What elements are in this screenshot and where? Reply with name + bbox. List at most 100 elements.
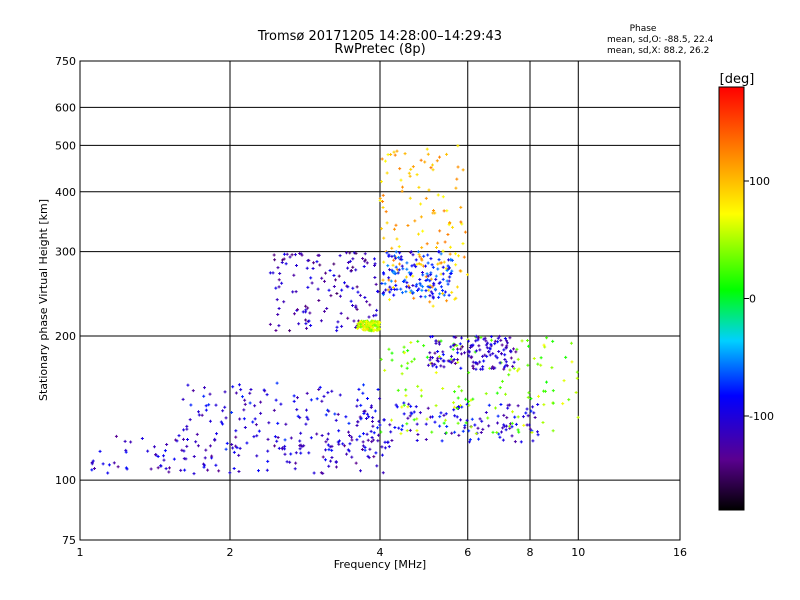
data-point — [275, 381, 279, 385]
data-point — [418, 281, 422, 285]
data-point — [221, 422, 225, 426]
data-point — [388, 268, 392, 272]
data-point — [562, 379, 566, 383]
data-point — [363, 448, 367, 452]
data-point — [409, 250, 413, 254]
data-point — [189, 403, 193, 407]
data-point — [469, 425, 473, 429]
data-point — [436, 359, 440, 363]
data-point — [419, 283, 423, 287]
data-point — [429, 290, 433, 294]
data-point — [154, 453, 158, 457]
data-point — [410, 412, 414, 416]
data-point — [322, 394, 326, 398]
data-point — [289, 436, 293, 440]
data-point — [362, 264, 366, 268]
data-point — [424, 264, 428, 268]
data-point — [528, 427, 532, 431]
data-point — [464, 397, 468, 401]
data-point — [489, 335, 493, 339]
data-point — [514, 350, 518, 354]
data-point — [237, 469, 241, 473]
data-point — [482, 337, 486, 341]
data-point — [503, 358, 507, 362]
data-point — [386, 264, 390, 268]
data-point — [415, 173, 419, 177]
data-point — [513, 415, 517, 419]
data-point — [192, 472, 196, 476]
data-point — [545, 336, 549, 340]
data-point — [458, 342, 462, 346]
colorbar-tick-label: 0 — [749, 293, 756, 306]
data-point — [430, 362, 434, 366]
data-point — [529, 397, 533, 401]
data-point — [306, 417, 310, 421]
data-point — [469, 356, 473, 360]
data-point — [561, 402, 565, 406]
data-point — [439, 285, 443, 289]
data-point — [124, 448, 128, 452]
data-point — [408, 428, 412, 432]
data-point — [498, 435, 502, 439]
data-point — [90, 468, 94, 472]
data-point — [439, 261, 443, 265]
data-point — [456, 254, 460, 258]
data-point — [217, 469, 221, 473]
data-point — [407, 286, 411, 290]
data-point — [428, 351, 432, 355]
data-point — [497, 432, 501, 436]
data-point — [290, 253, 294, 257]
x-axis-label: Frequency [MHz] — [334, 558, 426, 571]
data-point — [489, 342, 493, 346]
data-point — [491, 430, 495, 434]
data-point — [509, 349, 513, 353]
data-point — [498, 386, 502, 390]
data-point — [186, 383, 190, 387]
data-point — [417, 252, 421, 256]
data-point — [383, 159, 387, 163]
data-point — [273, 435, 277, 439]
data-point — [451, 347, 455, 351]
data-point — [567, 398, 571, 402]
data-point — [372, 257, 376, 261]
data-point — [275, 298, 279, 302]
data-point — [465, 402, 469, 406]
data-point — [315, 432, 319, 436]
data-point — [243, 426, 247, 430]
data-point — [433, 351, 437, 355]
data-point — [203, 456, 207, 460]
data-point — [431, 163, 435, 167]
data-point — [385, 171, 389, 175]
data-point — [444, 412, 448, 416]
data-point — [380, 453, 384, 457]
data-point — [372, 314, 376, 318]
data-point — [381, 471, 385, 475]
data-point — [445, 299, 449, 303]
data-point — [419, 202, 423, 206]
data-point — [496, 421, 500, 425]
data-point — [375, 464, 379, 468]
data-point — [310, 281, 314, 285]
data-point — [124, 466, 128, 470]
data-point — [423, 160, 427, 164]
data-point — [340, 324, 344, 328]
data-point — [200, 413, 204, 417]
data-point — [316, 287, 320, 291]
data-point — [363, 296, 367, 300]
data-point — [443, 418, 447, 422]
data-point — [329, 459, 333, 463]
data-point — [372, 328, 376, 332]
data-point — [405, 281, 409, 285]
data-point — [428, 358, 432, 362]
data-point — [156, 454, 160, 458]
data-point — [526, 395, 530, 399]
data-point — [428, 285, 432, 289]
data-point — [444, 431, 448, 435]
data-point — [463, 230, 467, 234]
y-tick-label: 200 — [55, 330, 76, 343]
y-tick-label: 500 — [55, 139, 76, 152]
data-point — [469, 398, 473, 402]
data-point — [425, 242, 429, 246]
data-point — [375, 320, 379, 324]
data-point — [197, 410, 201, 414]
